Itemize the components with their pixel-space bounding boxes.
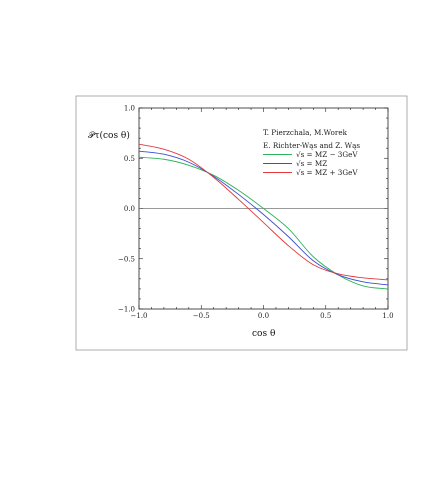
series-line-0 xyxy=(138,156,389,290)
x-tick-label: 0.0 xyxy=(258,312,269,320)
axis-ticks xyxy=(138,107,389,310)
x-axis-title: cos θ xyxy=(252,329,275,339)
series-line-1 xyxy=(138,150,389,286)
y-tick-label: 0.5 xyxy=(124,155,135,163)
x-tick-label: −1.0 xyxy=(131,312,148,320)
credit-line-2: E. Richter-Wąs and Z. Wąs xyxy=(263,141,360,150)
y-tick-label: −1.0 xyxy=(118,306,135,314)
legend-label-0: √s = MZ − 3GeV xyxy=(296,150,358,159)
x-tick-label: −0.5 xyxy=(193,312,210,320)
y-tick-label: 0.0 xyxy=(124,205,135,213)
x-tick-labels: −1.0 −0.5 0.0 0.5 1.0 xyxy=(131,312,394,320)
credit-line-1: T. Pierzchala, M.Worek xyxy=(263,128,348,137)
figure-frame xyxy=(75,95,408,351)
legend-label-1: √s = MZ xyxy=(296,159,327,168)
y-tick-label: −0.5 xyxy=(118,255,135,263)
x-tick-label: 1.0 xyxy=(382,312,393,320)
y-tick-labels: 1.0 0.5 0.0 −0.5 −1.0 xyxy=(118,105,135,314)
series-line-2 xyxy=(138,143,389,281)
legend-label-2: √s = MZ + 3GeV xyxy=(296,168,358,177)
series-lines xyxy=(138,143,389,290)
y-tick-label: 1.0 xyxy=(124,105,135,113)
y-axis-title: 𝒫τ(cos θ) xyxy=(88,130,130,141)
legend: √s = MZ − 3GeV√s = MZ√s = MZ + 3GeV xyxy=(263,150,358,177)
x-tick-label: 0.5 xyxy=(320,312,331,320)
